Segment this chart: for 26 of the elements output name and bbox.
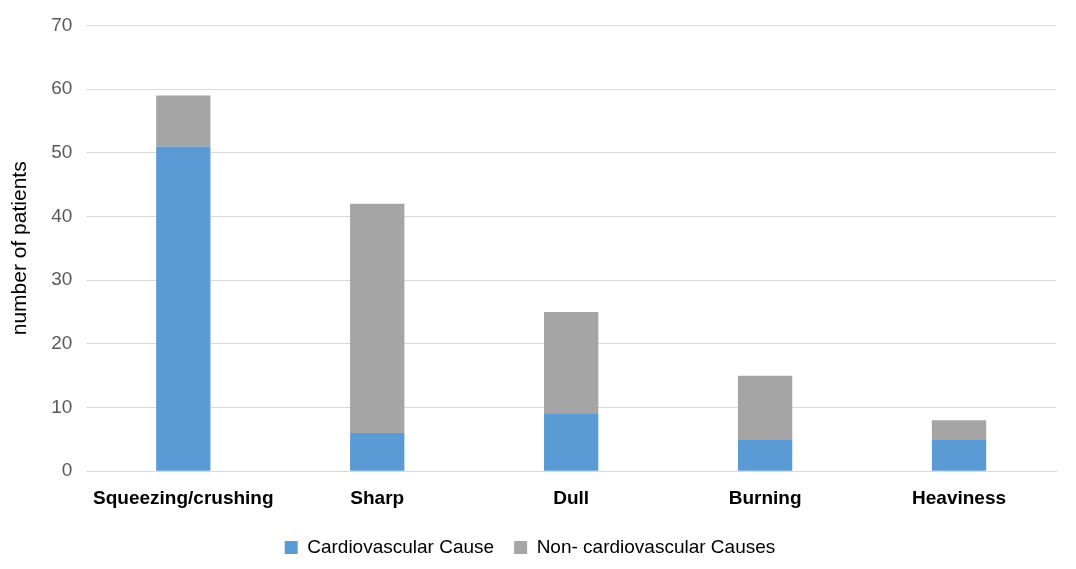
legend-label: Non- cardiovascular Causes [536, 535, 776, 557]
bar [737, 439, 793, 471]
y-tick-label: 20 [51, 332, 73, 354]
x-tick-label: Burning [728, 486, 802, 508]
bar [737, 375, 793, 440]
y-axis-title: number of patients [7, 161, 31, 336]
bar [544, 413, 599, 471]
x-tick-label: Squeezing/crushing [93, 486, 274, 508]
x-tick-label: Sharp [350, 486, 405, 508]
y-tick-label: 30 [51, 268, 73, 290]
y-tick-label: 10 [51, 395, 73, 417]
bar [350, 203, 405, 433]
bar [931, 439, 987, 471]
bar [156, 95, 211, 147]
x-tick-label: Heaviness [912, 486, 1007, 508]
y-tick-label: 0 [61, 459, 73, 481]
bar [931, 420, 987, 440]
x-tick-label: Dull [553, 486, 590, 508]
y-tick-label: 40 [51, 204, 73, 226]
y-tick-label: 60 [51, 77, 73, 99]
legend-label: Cardiovascular Cause [307, 535, 495, 557]
bar [350, 432, 405, 471]
bar [156, 146, 211, 471]
y-tick-label: 70 [51, 13, 73, 35]
bar [544, 311, 599, 414]
y-tick-label: 50 [51, 141, 73, 163]
